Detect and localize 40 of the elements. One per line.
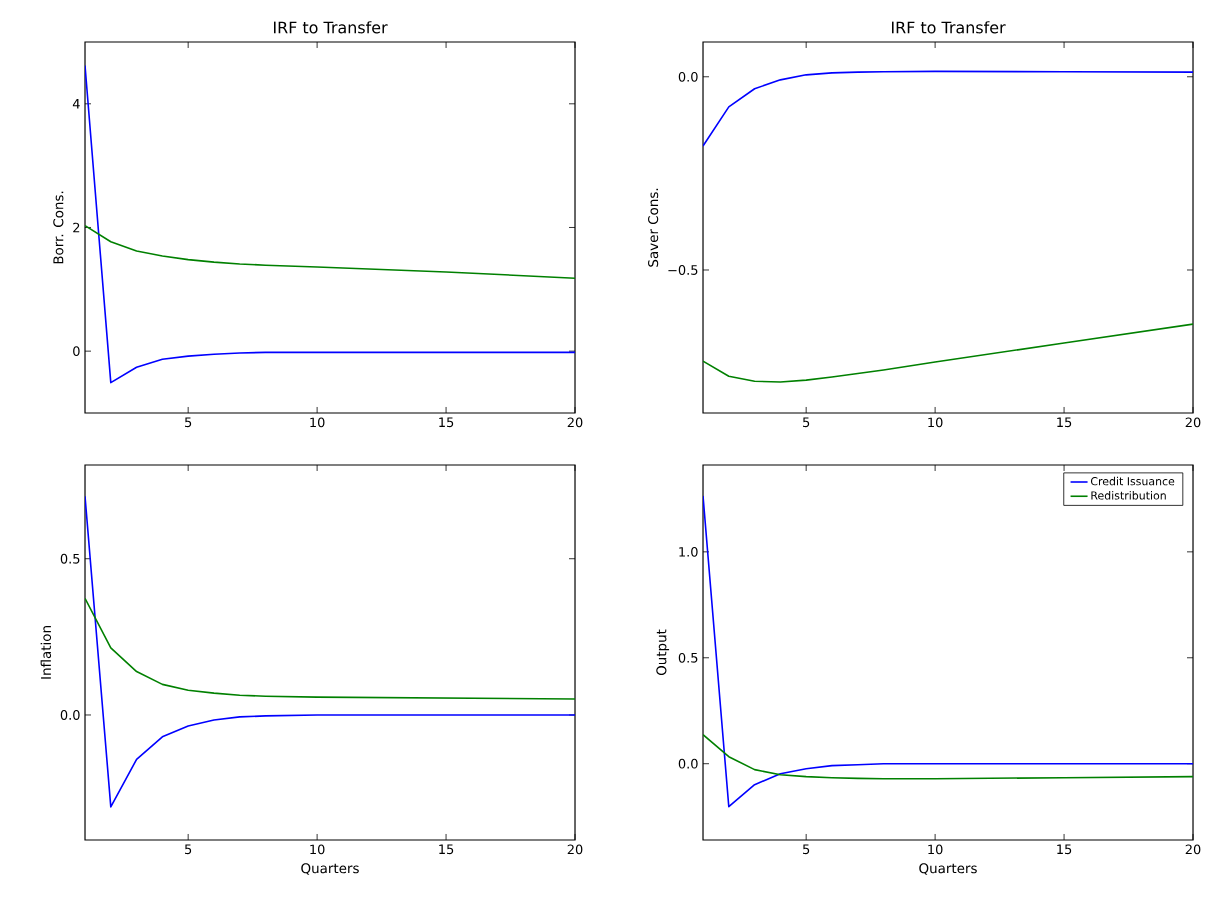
x-tick-label: 20: [1185, 417, 1201, 428]
y-tick-label: 0.0: [678, 71, 698, 82]
chart-title: IRF to Transfer: [273, 21, 388, 34]
y-axis-title: Inflation: [40, 626, 52, 679]
x-axis-title: Quarters: [919, 863, 977, 875]
x-tick-label: 20: [567, 417, 583, 428]
chart-title: IRF to Transfer: [891, 21, 1006, 34]
line-series: [703, 733, 1194, 780]
legend-label: Redistribution: [1091, 491, 1166, 500]
x-tick-label: 5: [185, 417, 192, 428]
x-tick-label: 5: [803, 844, 810, 855]
line-series: [703, 70, 1194, 147]
y-axis-title: Output: [656, 629, 670, 676]
x-tick-label: 20: [567, 844, 583, 855]
y-tick-label: −0.5: [668, 265, 698, 275]
y-axis-title: Borr. Cons.: [53, 191, 64, 264]
y-tick-label: 0.5: [678, 652, 698, 663]
y-tick-label: 0.5: [60, 553, 80, 564]
x-tick-label: 15: [1057, 417, 1072, 428]
x-tick-label: 5: [185, 844, 192, 855]
x-tick-label: 15: [1057, 844, 1072, 855]
y-tick-label: 4: [72, 99, 80, 109]
legend-label: Credit Issuance: [1090, 476, 1175, 486]
y-tick-label: 0.0: [60, 710, 80, 720]
x-tick-label: 5: [803, 417, 810, 428]
x-tick-label: 10: [928, 417, 943, 428]
x-tick-label: 10: [310, 417, 325, 428]
y-axis-title: Saver Cons.: [648, 188, 659, 267]
y-tick-label: 1.0: [679, 546, 698, 557]
y-tick-label: 2: [73, 222, 80, 233]
y-tick-label: 0: [73, 346, 80, 357]
line-series: [85, 224, 576, 279]
y-tick-label: 0.0: [678, 758, 698, 769]
x-tick-label: 20: [1185, 844, 1201, 855]
x-tick-label: 15: [439, 844, 454, 855]
x-tick-label: 10: [310, 844, 325, 855]
x-axis-title: Quarters: [301, 863, 359, 875]
x-tick-label: 10: [928, 844, 943, 855]
x-tick-label: 15: [439, 417, 454, 428]
line-series: [703, 323, 1194, 383]
